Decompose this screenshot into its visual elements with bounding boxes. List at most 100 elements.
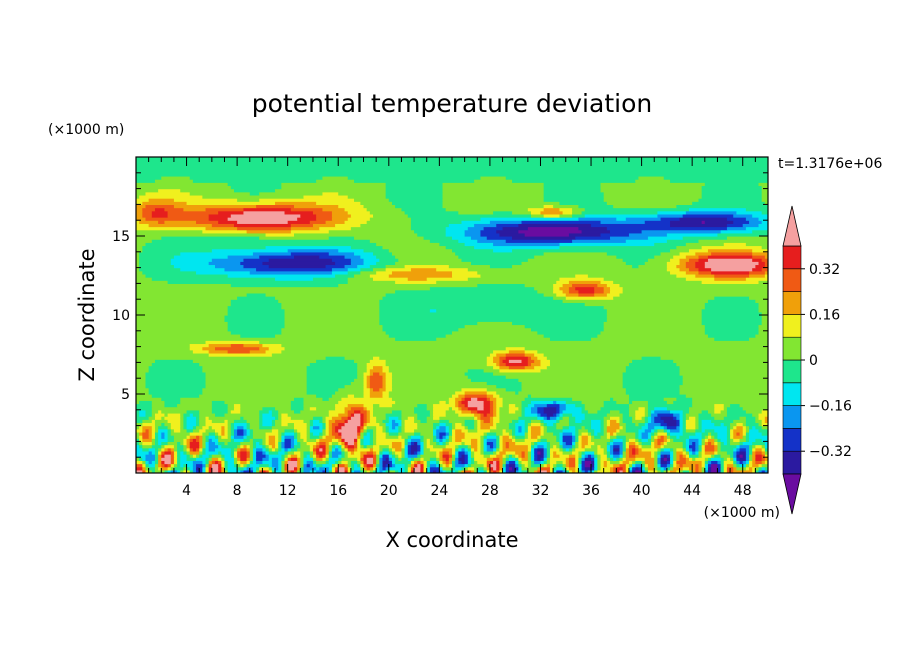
heatmap-cell [281,343,768,348]
heatmap-cell [148,198,175,202]
heatmap-cell [572,431,576,436]
heatmap-cell [761,419,766,424]
heatmap-cell [527,428,532,433]
heatmap-cell [278,466,282,471]
heatmap-cell [474,412,482,417]
heatmap-cell [192,447,197,452]
heatmap-cell [736,463,741,468]
heatmap-cell [360,422,365,427]
heatmap-cell [341,425,358,430]
heatmap-cell [391,375,469,379]
heatmap-cell [423,438,428,442]
heatmap-cell [685,450,690,455]
heatmap-cell [227,182,282,187]
heatmap-cell [297,457,301,461]
heatmap-cell [752,229,768,234]
heatmap-cell [158,431,162,436]
heatmap-cell [151,394,200,398]
heatmap-cell [199,362,311,367]
heatmap-cell [161,416,166,420]
heatmap-cell [290,207,324,212]
heatmap-cell [252,469,257,473]
heatmap-cell [344,447,349,452]
heatmap-cell [439,441,444,446]
heatmap-cell [243,435,248,439]
heatmap-cell [278,431,282,436]
heatmap-cell [294,469,298,473]
heatmap-cell [730,422,737,427]
heatmap-cell [183,425,188,430]
heatmap-cell [208,438,213,442]
heatmap-cell [723,416,741,420]
heatmap-cell [385,371,393,376]
heatmap-cell [758,223,768,228]
heatmap-cell [335,447,339,452]
heatmap-cell [158,409,162,414]
heatmap-cell [638,450,652,455]
heatmap-cell [565,292,579,297]
heatmap-cell [145,460,150,465]
heatmap-cell [474,450,482,455]
heatmap-cell [518,223,592,228]
heatmap-cell [379,318,608,322]
heatmap-cell [493,403,497,408]
heatmap-cell [448,450,453,455]
heatmap-cell [489,352,497,357]
heatmap-cell [410,441,415,446]
heatmap-cell [369,359,387,363]
heatmap-cell [284,308,380,313]
heatmap-cell [455,466,463,471]
heatmap-cell [290,416,314,420]
heatmap-cell [685,422,696,427]
heatmap-cell [736,450,741,455]
heatmap-cell [391,422,399,427]
heatmap-cell [401,428,406,433]
heatmap-cell [363,435,371,439]
heatmap-cell [382,466,387,471]
heatmap-cell [161,450,166,455]
heatmap-cell [508,349,526,354]
heatmap-cell [233,438,245,442]
heatmap-cell [281,454,286,458]
heatmap-cell [521,359,529,363]
heatmap-cell [439,457,444,461]
heatmap-cell [183,422,188,427]
heatmap-cell [158,220,166,224]
heatmap-cell [610,229,643,234]
heatmap-cell [518,416,538,420]
heatmap-cell [695,416,700,420]
heatmap-cell [249,270,333,275]
heatmap-cell [502,460,507,465]
heatmap-cell [632,460,636,465]
heatmap-cell [606,457,611,461]
heatmap-cell [142,248,213,253]
heatmap-cell [562,283,573,288]
heatmap-cell [186,444,191,449]
heatmap-cell [486,466,491,471]
heatmap-cell [752,412,760,417]
heatmap-cell [142,457,147,461]
heatmap-cell [325,460,330,465]
heatmap-cell [761,466,766,471]
heatmap-cell [164,450,172,455]
heatmap-cell [433,406,450,411]
heatmap-cell [761,194,768,199]
heatmap-cell [698,469,703,473]
heatmap-cell [515,438,526,442]
heatmap-cell [578,292,595,297]
heatmap-cell [543,188,602,193]
heatmap-cell [651,416,655,420]
heatmap-cell [325,447,330,452]
heatmap-cell [685,264,696,269]
heatmap-cell [575,457,579,461]
heatmap-cell [752,251,768,256]
heatmap-cell [480,412,485,417]
heatmap-cell [423,466,428,471]
heatmap-cell [388,469,396,473]
heatmap-cell [275,416,279,420]
heatmap-cell [508,431,513,436]
heatmap-cell [388,416,399,420]
heatmap-cell [689,258,700,262]
heatmap-cell [600,463,605,468]
heatmap-cell [136,422,143,427]
